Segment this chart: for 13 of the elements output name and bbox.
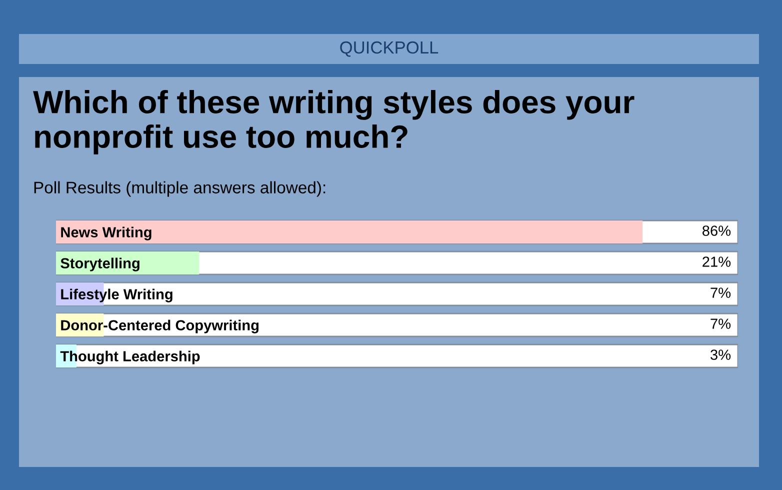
y-tick-label: News Writing [61, 226, 152, 240]
data-label: 7% [710, 288, 731, 298]
y-tick-label: Lifestyle Writing [61, 288, 172, 302]
chart-title: Which of these writing styles does your nonprofit use too much? [33, 90, 634, 154]
data-label: 3% [710, 350, 731, 360]
chart-subtitle: Poll Results (multiple answers allowed): [34, 181, 326, 197]
data-label: 21% [702, 256, 731, 267]
data-label: 86% [702, 226, 731, 236]
y-tick-label: Thought Leadership [60, 350, 200, 364]
y-tick-label: Storytelling [60, 258, 140, 272]
data-label: 7% [710, 318, 731, 329]
y-tick-label: Donor-Centered Copywriting [61, 320, 258, 334]
text: QUICKPOLL [340, 41, 438, 57]
